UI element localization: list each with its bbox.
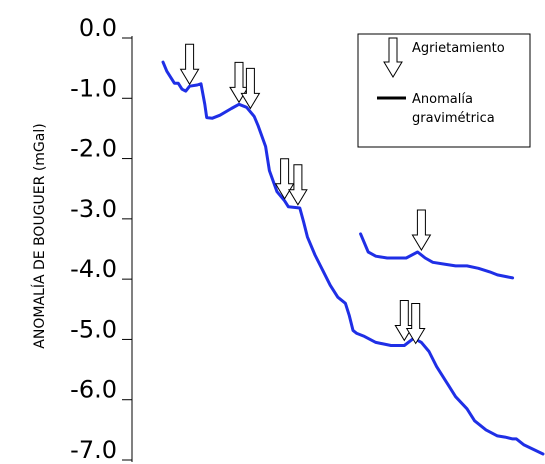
y-tick-label: 0.0 [79,14,117,42]
y-axis-label: ANOMALÍA DE BOUGUER (mGal) [31,123,48,348]
y-axis: 0.0 -1.0 -2.0 -3.0 -4.0 -5.0 -6.0 -7.0 [70,14,133,464]
agrietamiento-arrow-icon [240,67,261,110]
agrietamiento-arrow-icon [288,164,308,206]
anomaly-line-series-1 [161,60,545,456]
arrow-down-icon [383,37,403,78]
legend-label-agrietamiento: Agrietamiento [412,41,505,56]
agrietamiento-arrow-icon [274,158,295,200]
y-tick-label: -3.0 [70,195,117,223]
agrietamiento-arrow-icon [179,43,200,86]
y-tick-label: -5.0 [70,315,117,343]
legend-label-anomalia-line1: Anomalía [412,92,473,107]
agrietamiento-arrow-icon [405,302,426,345]
y-ticks: 0.0 -1.0 -2.0 -3.0 -4.0 -5.0 -6.0 -7.0 [70,14,132,464]
y-tick-label: -6.0 [70,376,117,404]
legend-box [357,33,531,148]
y-tick-label: -7.0 [70,436,117,464]
agrietamiento-markers [179,43,432,345]
series-group [161,60,545,456]
legend-entry-anomalia: Anomalía gravimétrica [377,92,495,126]
y-tick-label: -2.0 [70,135,117,163]
anomaly-line-series-2 [359,232,515,280]
legend: Agrietamiento Anomalía gravimétrica [357,33,531,148]
agrietamiento-arrow-icon [411,209,432,251]
legend-label-anomalia-line2: gravimétrica [412,111,495,126]
y-tick-label: -4.0 [70,255,117,283]
y-tick-label: -1.0 [70,74,117,102]
legend-entry-agrietamiento: Agrietamiento [383,37,505,78]
